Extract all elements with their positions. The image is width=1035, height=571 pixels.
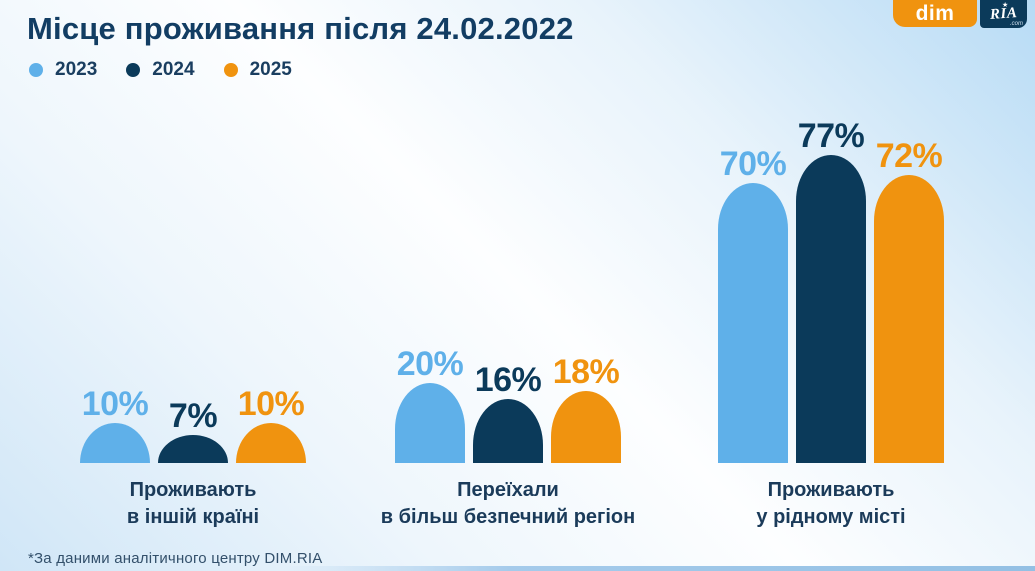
bar-value-label: 10% — [237, 385, 305, 423]
bar-column-2023: 10% — [80, 387, 150, 463]
legend-label: 2023 — [55, 59, 98, 80]
legend-item-2024: 2024 — [126, 59, 195, 81]
bar-group-1: 20% 16% 18% — [395, 0, 621, 463]
bar-2024-2 — [796, 155, 866, 463]
bar-2023-0 — [80, 423, 150, 463]
footnote: *За даними аналітичного центру DIM.RIA — [28, 550, 323, 567]
bar-column-2024: 16% — [473, 363, 543, 463]
legend-dot-icon — [126, 63, 141, 77]
legend-item-2023: 2023 — [29, 59, 97, 81]
bar-2025-2 — [874, 175, 944, 463]
chart-legend: 2023 2024 2025 — [29, 59, 292, 81]
legend-item-2025: 2025 — [223, 59, 292, 81]
star-icon: ★ — [1002, 2, 1009, 9]
bar-column-2024: 77% — [796, 119, 866, 463]
bar-column-2025: 72% — [874, 139, 944, 463]
bar-value-label: 77% — [797, 117, 865, 155]
bar-value-label: 7% — [168, 397, 218, 435]
bar-group-2: 70% 77% 72% — [718, 0, 944, 463]
category-label-0: Проживають в іншій країні — [126, 479, 260, 528]
dim-logo-badge: dim — [893, 0, 977, 27]
bar-value-label: 72% — [875, 137, 943, 175]
bar-group-0: 10% 7% 10% — [80, 0, 306, 463]
bar-2023-2 — [718, 183, 788, 463]
bar-column-2025: 18% — [551, 355, 621, 463]
bottom-strip — [283, 566, 1035, 571]
bar-2023-1 — [395, 383, 465, 463]
bar-2025-1 — [551, 391, 621, 463]
category-label-1: Переїхали в більш безпечний регіон — [380, 479, 636, 528]
category-label-2: Проживають у рідному місті — [756, 479, 906, 528]
dimria-logo: dim ★ RIA .com — [893, 0, 1027, 28]
bar-column-2023: 70% — [718, 147, 788, 463]
legend-dot-icon — [29, 63, 43, 77]
dim-logo-text: dim — [915, 1, 955, 25]
bar-2024-1 — [473, 399, 543, 463]
ria-logo-badge: ★ RIA .com — [980, 0, 1027, 28]
legend-label: 2025 — [249, 59, 292, 80]
ria-com-text: .com — [1009, 21, 1023, 27]
bar-column-2025: 10% — [236, 387, 306, 463]
bar-2025-0 — [236, 423, 306, 463]
bar-2024-0 — [158, 435, 228, 463]
bar-value-label: 20% — [396, 345, 464, 383]
legend-label: 2024 — [152, 59, 195, 80]
bar-column-2023: 20% — [395, 347, 465, 463]
bar-column-2024: 7% — [158, 399, 228, 463]
bar-value-label: 18% — [552, 353, 620, 391]
legend-dot-icon — [223, 63, 238, 77]
bar-value-label: 70% — [719, 145, 787, 183]
bar-value-label: 10% — [81, 385, 149, 423]
page-title: Місце проживання після 24.02.2022 — [27, 11, 574, 46]
bar-value-label: 16% — [474, 361, 542, 399]
